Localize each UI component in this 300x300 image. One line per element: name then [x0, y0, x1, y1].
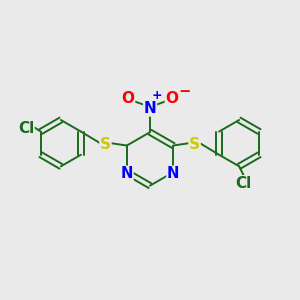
Text: S: S	[189, 137, 200, 152]
Text: S: S	[100, 137, 111, 152]
Text: −: −	[178, 84, 191, 99]
Text: N: N	[121, 166, 133, 181]
Text: Cl: Cl	[18, 121, 34, 136]
Text: N: N	[167, 166, 179, 181]
Text: O: O	[122, 91, 134, 106]
Text: Cl: Cl	[236, 176, 252, 191]
Text: O: O	[166, 91, 178, 106]
Text: +: +	[152, 89, 163, 102]
Text: N: N	[144, 101, 156, 116]
